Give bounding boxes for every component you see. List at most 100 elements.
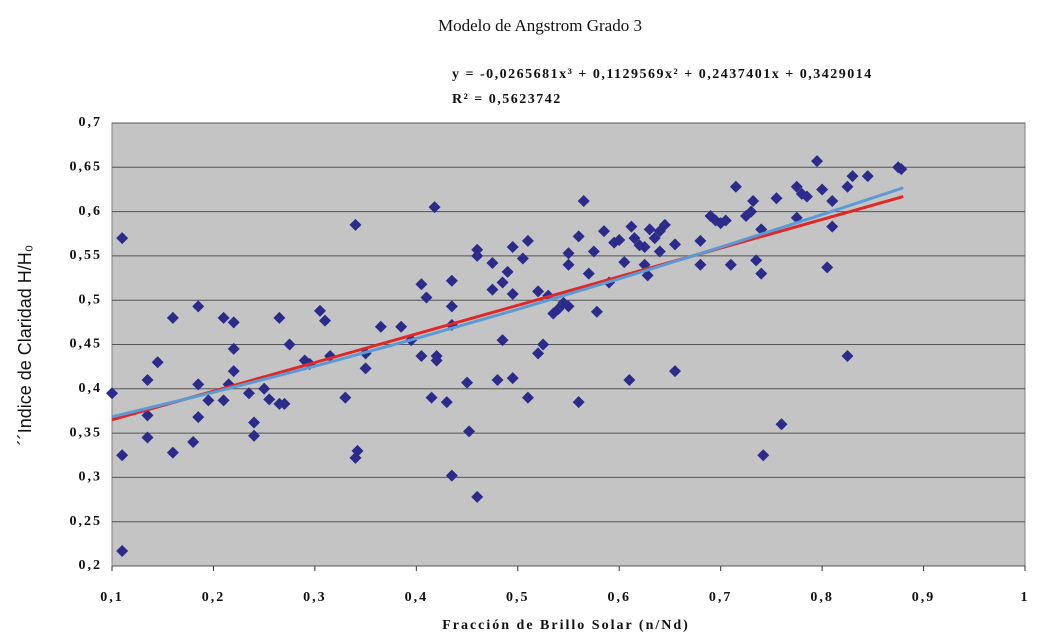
data-point [625, 220, 638, 233]
y-tick-label: 0,25 [70, 514, 103, 529]
y-tick-label: 0,5 [79, 292, 103, 307]
data-point [151, 356, 164, 369]
data-point [420, 291, 433, 304]
data-point [757, 449, 770, 462]
data-point [491, 373, 504, 386]
data-point [217, 311, 230, 324]
data-point [471, 249, 484, 262]
data-point [506, 241, 519, 254]
data-point [445, 274, 458, 287]
data-point [187, 435, 200, 448]
data-point [415, 278, 428, 291]
data-point [598, 225, 611, 238]
data-point [790, 180, 803, 193]
data-point [729, 180, 742, 193]
data-point [486, 283, 499, 296]
data-point [440, 396, 453, 409]
y-tick-label: 0,7 [79, 115, 103, 130]
data-point [841, 350, 854, 363]
data-point [628, 232, 641, 245]
data-point [521, 234, 534, 247]
data-point [359, 362, 372, 375]
data-point [445, 469, 458, 482]
data-point [506, 287, 519, 300]
data-point [395, 320, 408, 333]
data-point [618, 256, 631, 269]
trend-line [111, 186, 904, 419]
y-tick-label: 0,4 [79, 381, 103, 396]
data-point [562, 300, 575, 313]
data-point [800, 190, 813, 203]
data-point [745, 205, 758, 218]
data-point [821, 261, 834, 274]
data-point [895, 163, 908, 176]
data-point [273, 311, 286, 324]
y-axis-label: ´´Indice de Claridad H/H₀ [15, 245, 35, 446]
data-point [116, 232, 129, 245]
data-point [747, 194, 760, 207]
data-point [755, 267, 768, 280]
data-point [562, 247, 575, 260]
data-point [227, 365, 240, 378]
y-tick-label: 0,3 [79, 470, 103, 485]
data-point [227, 316, 240, 329]
data-point [826, 220, 839, 233]
data-point [217, 394, 230, 407]
chart-title: Modelo de Angstrom Grado 3 [438, 16, 642, 35]
data-point [719, 214, 732, 227]
data-point [577, 194, 590, 207]
data-point [202, 394, 215, 407]
data-point [166, 446, 179, 459]
data-point [248, 429, 261, 442]
data-point [278, 397, 291, 410]
data-point [283, 338, 296, 351]
data-point [562, 258, 575, 271]
x-tick-label: 0,5 [506, 590, 530, 605]
x-tick-label: 0,3 [303, 590, 327, 605]
x-tick-label: 1 [1021, 590, 1030, 605]
data-point [826, 194, 839, 207]
data-point [445, 300, 458, 313]
data-point [351, 444, 364, 457]
data-point [669, 238, 682, 251]
data-point [501, 265, 514, 278]
data-point [496, 276, 509, 289]
data-point [532, 347, 545, 360]
x-tick-label: 0,2 [202, 590, 226, 605]
data-point [694, 258, 707, 271]
data-point [248, 416, 261, 429]
data-point [263, 393, 276, 406]
data-point [141, 431, 154, 444]
data-point [846, 170, 859, 183]
data-point [106, 387, 118, 400]
data-point [425, 391, 438, 404]
data-point [166, 311, 179, 324]
data-point [463, 425, 476, 438]
y-tick-label: 0,65 [70, 160, 103, 175]
data-point [775, 418, 788, 431]
data-point [638, 241, 651, 254]
data-point [486, 256, 499, 269]
data-point [496, 334, 509, 347]
x-tick-label: 0,4 [405, 590, 429, 605]
data-point [506, 372, 519, 385]
data-point [258, 382, 271, 395]
data-point [658, 218, 671, 231]
data-point [116, 449, 129, 462]
data-point [192, 378, 205, 391]
x-tick-label: 0,9 [912, 590, 936, 605]
data-point [242, 387, 255, 400]
data-point [669, 365, 682, 378]
data-point [750, 254, 763, 267]
data-point [841, 180, 854, 193]
data-point [516, 252, 529, 265]
y-tick-label: 0,6 [79, 204, 103, 219]
data-point [537, 338, 550, 351]
data-point [428, 201, 441, 214]
data-point [141, 409, 154, 422]
y-tick-label: 0,35 [70, 425, 103, 440]
data-point [227, 342, 240, 355]
y-tick-label: 0,45 [70, 337, 103, 352]
data-point [116, 544, 129, 557]
